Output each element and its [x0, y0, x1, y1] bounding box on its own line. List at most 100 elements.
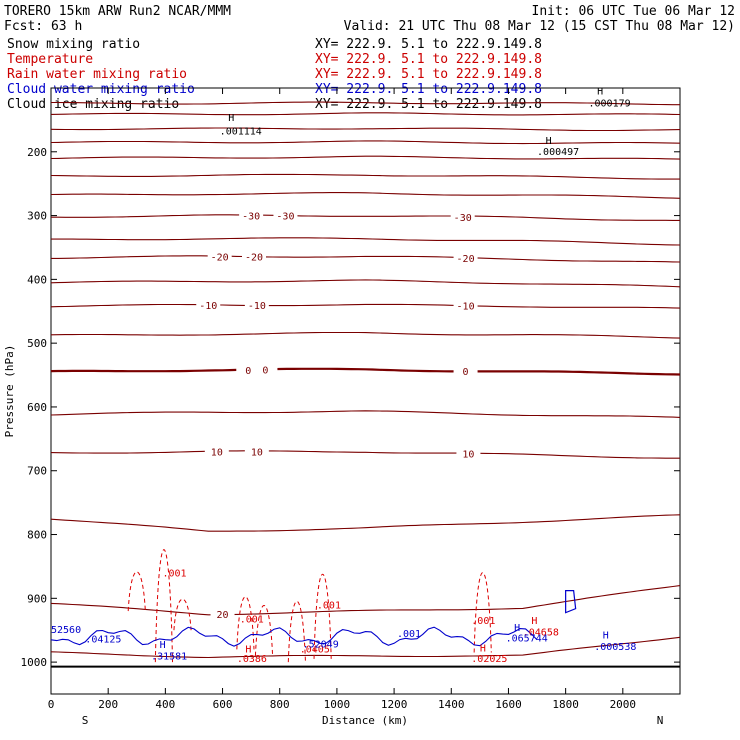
temperature-label: -20	[457, 254, 475, 265]
legend-xy-snow: XY= 222.9. 5.1 to 222.9.149.8	[315, 37, 542, 52]
legend-xy-rain: XY= 222.9. 5.1 to 222.9.149.8	[315, 67, 542, 82]
rain-label: .0405	[300, 645, 330, 656]
temperature-contour	[50, 127, 681, 132]
temperature-label-bg	[241, 250, 266, 263]
temperature-contour	[50, 173, 680, 180]
y-tick-label: 300	[27, 210, 47, 223]
rain-contour	[236, 596, 255, 650]
temperature-label: 0	[463, 367, 469, 378]
temperature-contour	[50, 140, 681, 145]
legend-xy-temperature: XY= 222.9. 5.1 to 222.9.149.8	[315, 52, 542, 67]
chart-title: TORERO 15km ARW Run2 NCAR/MMM	[4, 4, 231, 19]
axes-layer: 0 200 400 600 800 1000 1200 1400 1600 1800 2000200…	[21, 88, 680, 711]
valid-time: Valid: 21 UTC Thu 08 Mar 12 (15 CST Thu …	[344, 19, 735, 34]
y-tick-label: 1000	[21, 656, 48, 669]
temperature-label: -30	[276, 212, 294, 223]
x-tick-label: 2000	[610, 698, 637, 711]
temperature-label-bg	[253, 363, 278, 376]
rain-label: .001	[240, 615, 264, 626]
cloud-water-label: 52560	[51, 625, 81, 636]
temperature-label-bg	[456, 447, 481, 460]
temperature-contour	[50, 636, 681, 659]
rain-max-marker: H	[480, 643, 486, 654]
temperature-label-bg	[207, 250, 232, 263]
x-axis-label: Distance (km)	[322, 714, 408, 727]
cloud-water-label: .31581	[151, 652, 187, 663]
y-tick-label: 400	[27, 273, 47, 286]
x-tick-label: 800	[270, 698, 290, 711]
temperature-contour	[51, 101, 680, 106]
temperature-contour	[50, 450, 680, 459]
y-tick-label: 700	[27, 465, 47, 478]
legend-entry-cloud-water: Cloud water mixing ratio	[7, 82, 195, 97]
snow-max-marker: H	[228, 113, 234, 124]
annotation-layer: -30 -30 -30-20 -20 -20-10 -10 -100 0 010 10 1020H.…	[51, 86, 636, 665]
rain-contour	[287, 600, 306, 663]
y-tick-label: 600	[27, 401, 47, 414]
y-axis-label: Pressure (hPa)	[3, 345, 16, 438]
cloud-water-contour	[565, 590, 577, 614]
snow-label: .000497	[537, 147, 579, 158]
rain-contour	[473, 572, 492, 653]
rain-contour	[173, 598, 192, 631]
temperature-contour	[50, 410, 681, 418]
x-tick-label: 200	[98, 698, 118, 711]
cloud-water-label: .001	[397, 629, 421, 640]
temperature-label-bg	[239, 209, 264, 222]
temperature-label-bg	[244, 445, 269, 458]
y-tick-label: 500	[27, 337, 47, 350]
temperature-contour	[50, 192, 681, 199]
temperature-label: -10	[199, 301, 217, 312]
temperature-contour	[50, 514, 681, 532]
legend: Snow mixing ratio XY= 222.9. 5.1 to 222.…	[7, 37, 542, 112]
temperature-label: 10	[211, 448, 223, 459]
temperature-label-bg	[244, 298, 269, 311]
temperature-label-bg	[453, 252, 478, 265]
cloud-water-label: .065744	[506, 634, 548, 645]
temperature-contour	[51, 237, 681, 246]
temperature-label: -20	[211, 252, 229, 263]
temperature-contour	[50, 155, 681, 160]
x-tick-label: 1600	[495, 698, 522, 711]
legend-entry-temperature: Temperature	[7, 52, 93, 67]
temperature-contour	[51, 255, 681, 263]
cloud-water-max-marker: H	[603, 631, 609, 642]
temperature-contour	[50, 331, 681, 339]
x-tick-label: 1800	[552, 698, 579, 711]
legend-entry-cloud-ice: Cloud ice mixing ratio	[7, 97, 179, 112]
south-label: S	[82, 714, 89, 727]
rain-label: .001	[471, 616, 495, 627]
cloud-water-contour	[50, 626, 538, 647]
snow-max-marker: H	[546, 136, 552, 147]
x-tick-label: 1400	[438, 698, 465, 711]
y-tick-label: 200	[27, 146, 47, 159]
temperature-label-bg	[204, 445, 229, 458]
temperature-label: -30	[454, 213, 472, 224]
legend-entry-rain: Rain water mixing ratio	[7, 67, 187, 82]
temperature-label: 0	[262, 366, 268, 377]
temperature-label: -10	[248, 301, 266, 312]
temperature-label: -10	[457, 302, 475, 313]
x-tick-label: 1200	[381, 698, 408, 711]
legend-entry-snow: Snow mixing ratio	[7, 37, 140, 52]
north-label: N	[657, 714, 664, 727]
cloud-water-label: .52049	[303, 639, 339, 650]
snow-max-marker: H	[597, 86, 603, 97]
temperature-label: 10	[462, 450, 474, 461]
temperature-contour	[50, 303, 681, 309]
temperature-label-bg	[453, 364, 478, 377]
temperature-contour	[50, 585, 681, 616]
x-tick-label: 600	[213, 698, 233, 711]
cloud-water-max-marker: H	[514, 623, 520, 634]
temperature-contour	[50, 367, 681, 376]
temperature-label-bg	[196, 298, 221, 311]
x-tick-label: 1000	[324, 698, 351, 711]
temperature-label: 20	[217, 610, 229, 621]
temperature-label: 0	[245, 366, 251, 377]
forecast-hour: Fcst: 63 h	[4, 19, 82, 34]
cloud-water-label: .000538	[594, 642, 636, 653]
temperature-label: -30	[242, 212, 260, 223]
cloud-water-label: .04125	[85, 634, 121, 645]
x-tick-label: 400	[155, 698, 175, 711]
